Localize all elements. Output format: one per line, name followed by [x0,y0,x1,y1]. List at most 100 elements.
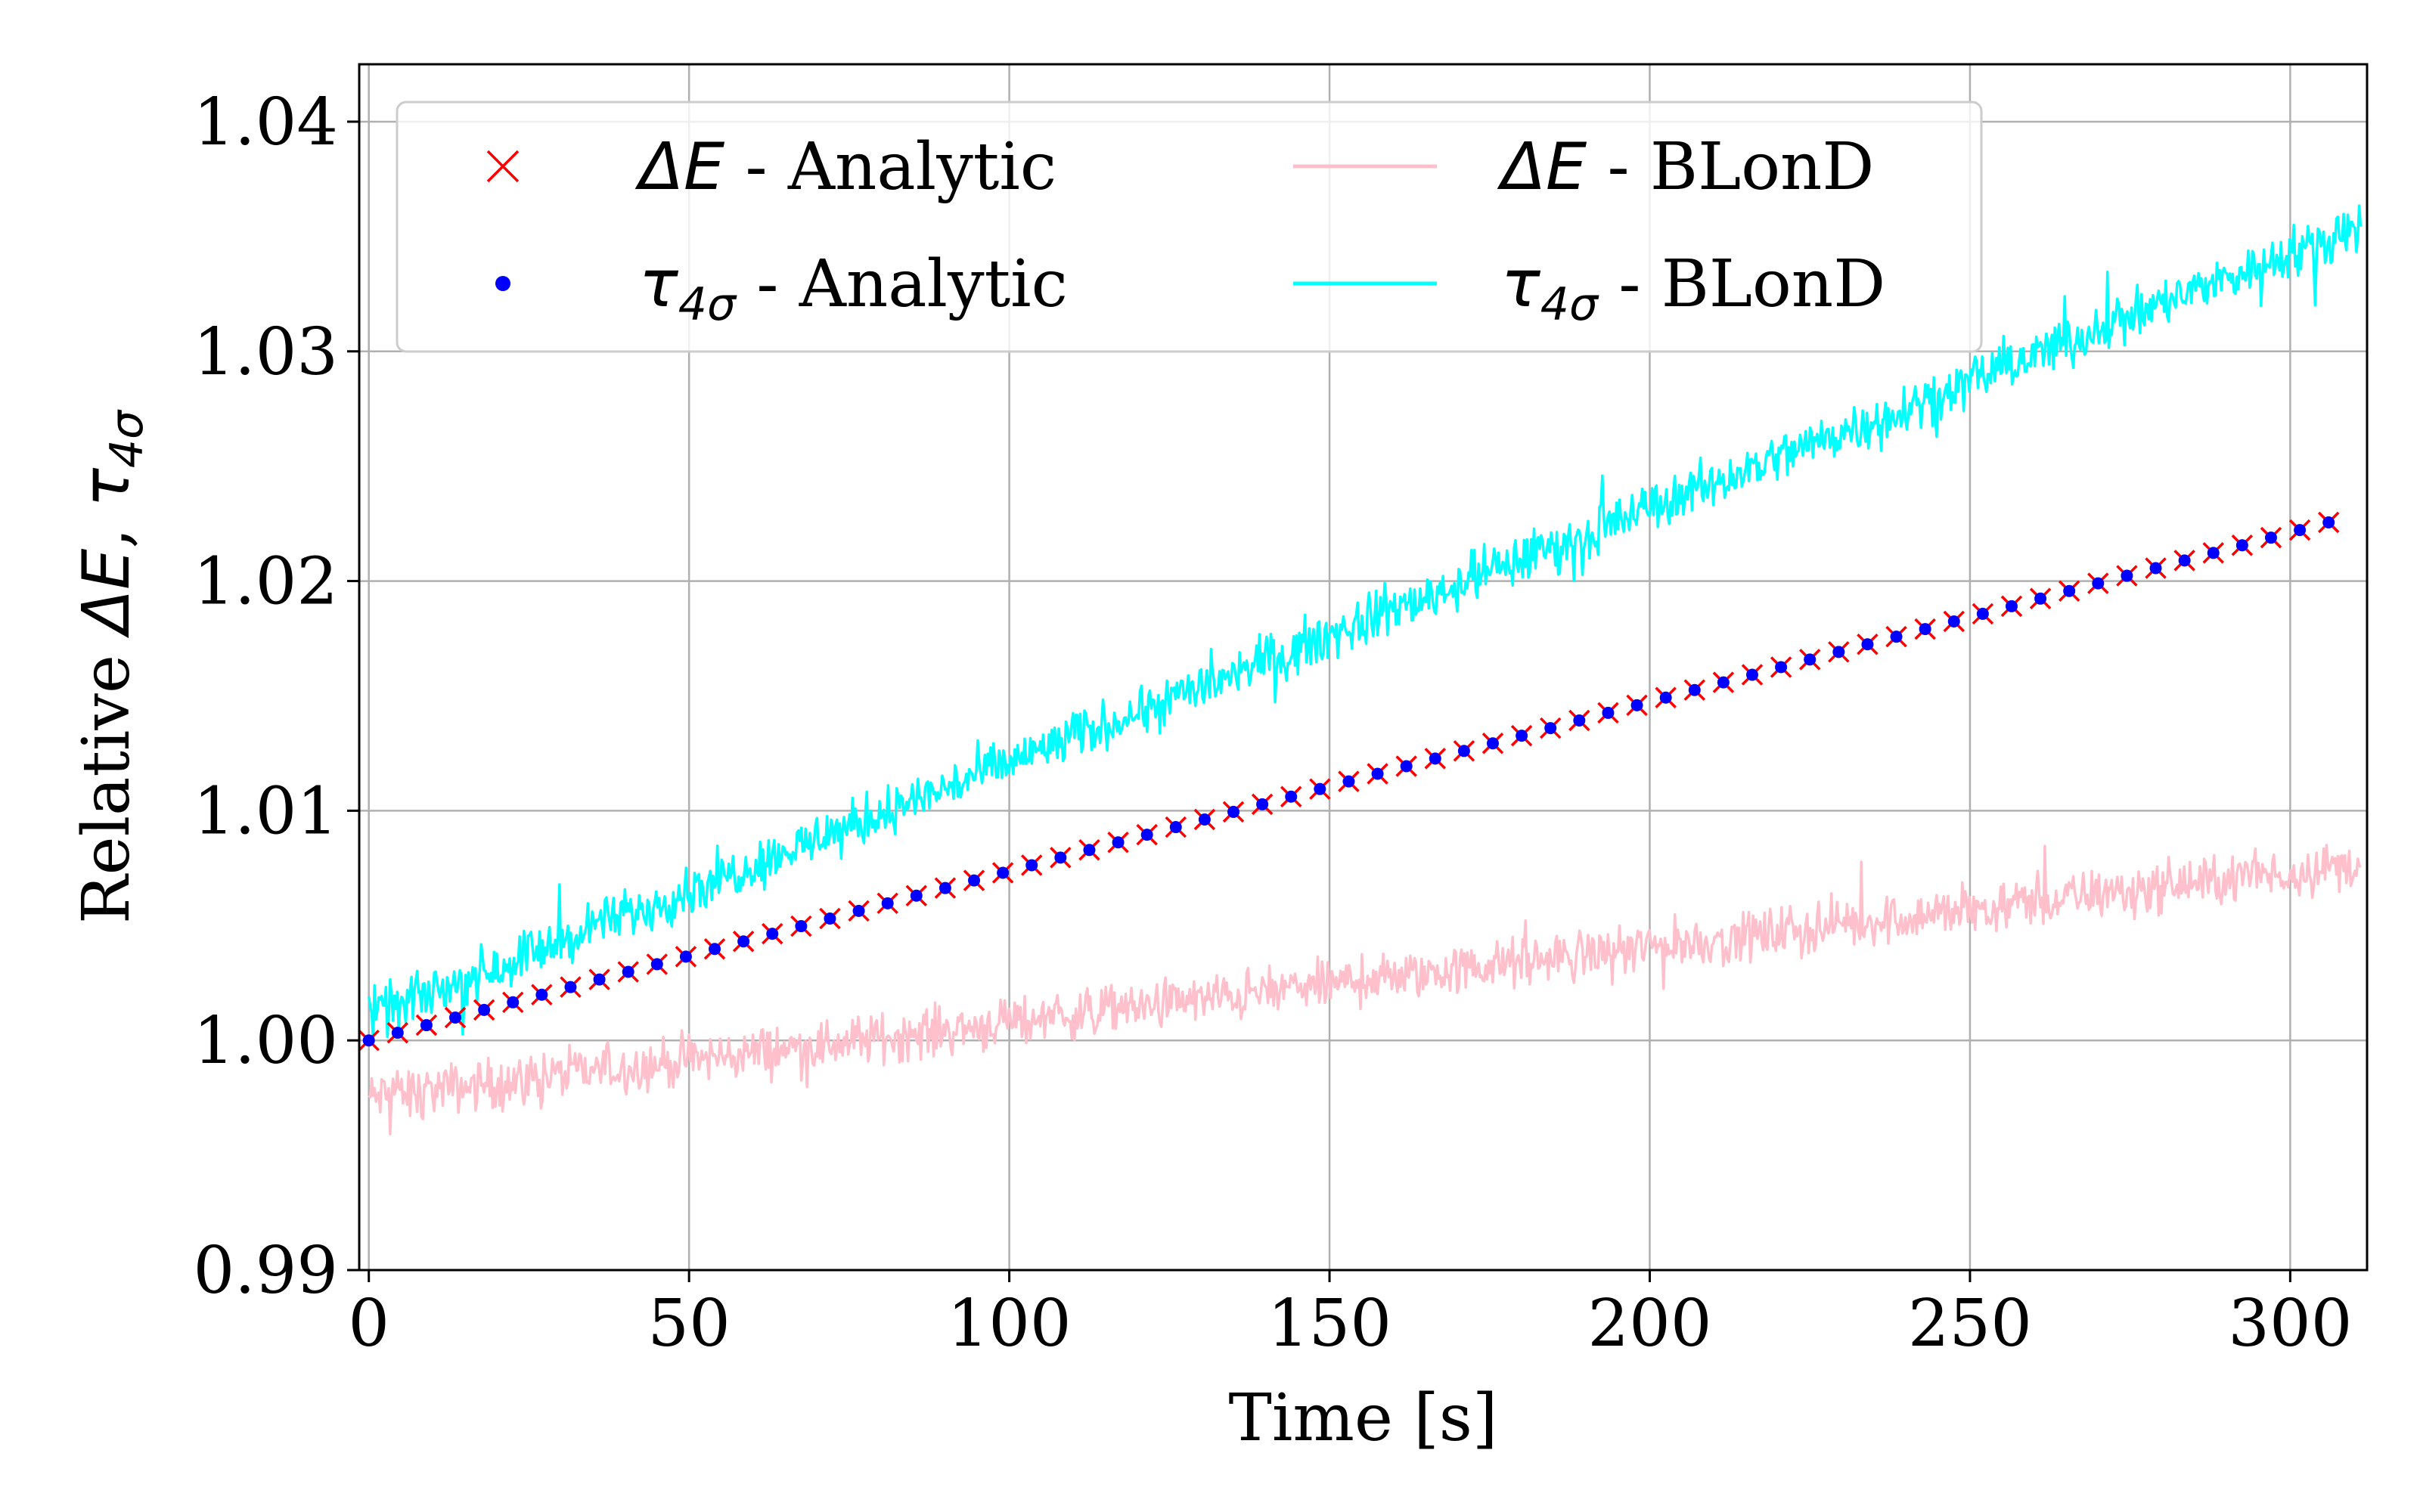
y-label-prefix: Relative [69,634,144,924]
data-point [2322,516,2335,529]
data-point [1256,798,1269,810]
legend-delta: Δ [1497,129,1546,205]
legend-variable: τ [1501,246,1541,322]
data-point [1919,623,1931,636]
data-point [1314,782,1326,795]
legend-marker [495,276,510,291]
y-label-tau-subscript: 4σ [101,409,154,468]
data-point [478,1003,491,1016]
data-point [2005,600,2018,612]
data-point [420,1019,433,1032]
y-tick-label: 1.03 [194,314,338,390]
data-point [1745,668,1758,681]
data-point [622,965,634,978]
data-point [2294,524,2307,537]
legend-label: ΔE - BLonD [1497,129,1874,205]
data-point [1400,760,1413,773]
data-point [1688,683,1701,696]
legend-label: τ4σ - Analytic [639,246,1068,331]
x-tick-label: 300 [2228,1286,2352,1362]
y-label-separator: , [69,507,144,549]
series-line [368,844,2362,1136]
data-point [1429,752,1441,765]
plot-frame [358,63,2369,1272]
data-point [2264,531,2277,544]
legend-subscript: 4σ [678,278,737,331]
data-point [1169,821,1182,834]
legend-suffix: - Analytic [736,246,1068,322]
data-point [1516,730,1528,742]
data-point [1285,790,1298,803]
data-point [1602,706,1615,719]
data-point [1054,851,1067,864]
data-point [564,981,577,993]
data-point [997,866,1010,879]
data-point [1112,836,1125,849]
y-tick-label: 0.99 [194,1233,338,1309]
data-point [1371,767,1384,780]
data-point [679,950,692,963]
data-point [535,988,548,1001]
data-point [795,920,808,933]
data-point [1717,676,1730,689]
data-point [1861,638,1874,651]
data-point [2149,562,2162,575]
data-point [824,912,836,925]
data-point [1083,844,1096,857]
legend-label: τ4σ - BLonD [1501,246,1885,331]
data-point [1140,829,1153,841]
data-point [852,904,865,917]
data-point [2121,569,2133,582]
legend-suffix: - BLonD [1587,129,1874,205]
data-point [1630,699,1643,711]
data-point [766,928,779,940]
y-label-tau: τ [69,467,144,507]
data-point [1486,737,1499,750]
data-point [1457,745,1470,758]
legend-box [396,101,1983,353]
data-point [1227,805,1240,818]
data-point [2034,592,2047,605]
y-tick-label: 1.01 [194,773,338,849]
data-point [1342,775,1355,788]
data-point [881,897,894,909]
data-point [1832,646,1845,658]
legend-variable: E [684,129,725,205]
data-point [507,996,520,1009]
y-axis: 0.99 1.00 1.01 1.02 1.03 1.04 [194,85,359,1309]
y-tick-label: 1.04 [194,85,338,160]
x-tick-label: 150 [1267,1286,1392,1362]
y-axis-label: Relative ΔE, τ4σ [69,409,154,924]
data-point [939,881,951,894]
y-tick-label: 1.00 [194,1003,338,1079]
data-point [709,943,721,956]
data-point [1890,631,1903,643]
y-tick-label: 1.02 [194,544,338,620]
data-point [2207,547,2220,559]
legend-suffix: - BLonD [1598,246,1885,322]
data-point [650,958,663,971]
data-point [2063,584,2076,597]
data-point [1025,859,1038,872]
x-axis: 0 50 100 150 200 250 300 [348,1270,2352,1362]
x-tick-label: 50 [647,1286,730,1362]
x-axis-label: Time [s] [1229,1380,1498,1456]
data-point [1198,813,1211,826]
data-point [391,1027,404,1040]
legend-marker [486,150,520,183]
legend-delta: Δ [634,129,684,205]
data-point [449,1011,462,1024]
legend-label: ΔE - Analytic [634,129,1056,205]
x-tick-label: 0 [348,1286,389,1362]
y-label-energy: E [69,548,144,590]
series-line [367,204,2363,1039]
data-point [1775,661,1788,674]
x-tick-label: 200 [1587,1286,1711,1362]
x-tick-label: 250 [1908,1286,2032,1362]
y-label-delta: Δ [69,590,144,639]
data-point [2178,554,2191,567]
data-point [2092,577,2105,590]
data-point [737,935,750,948]
